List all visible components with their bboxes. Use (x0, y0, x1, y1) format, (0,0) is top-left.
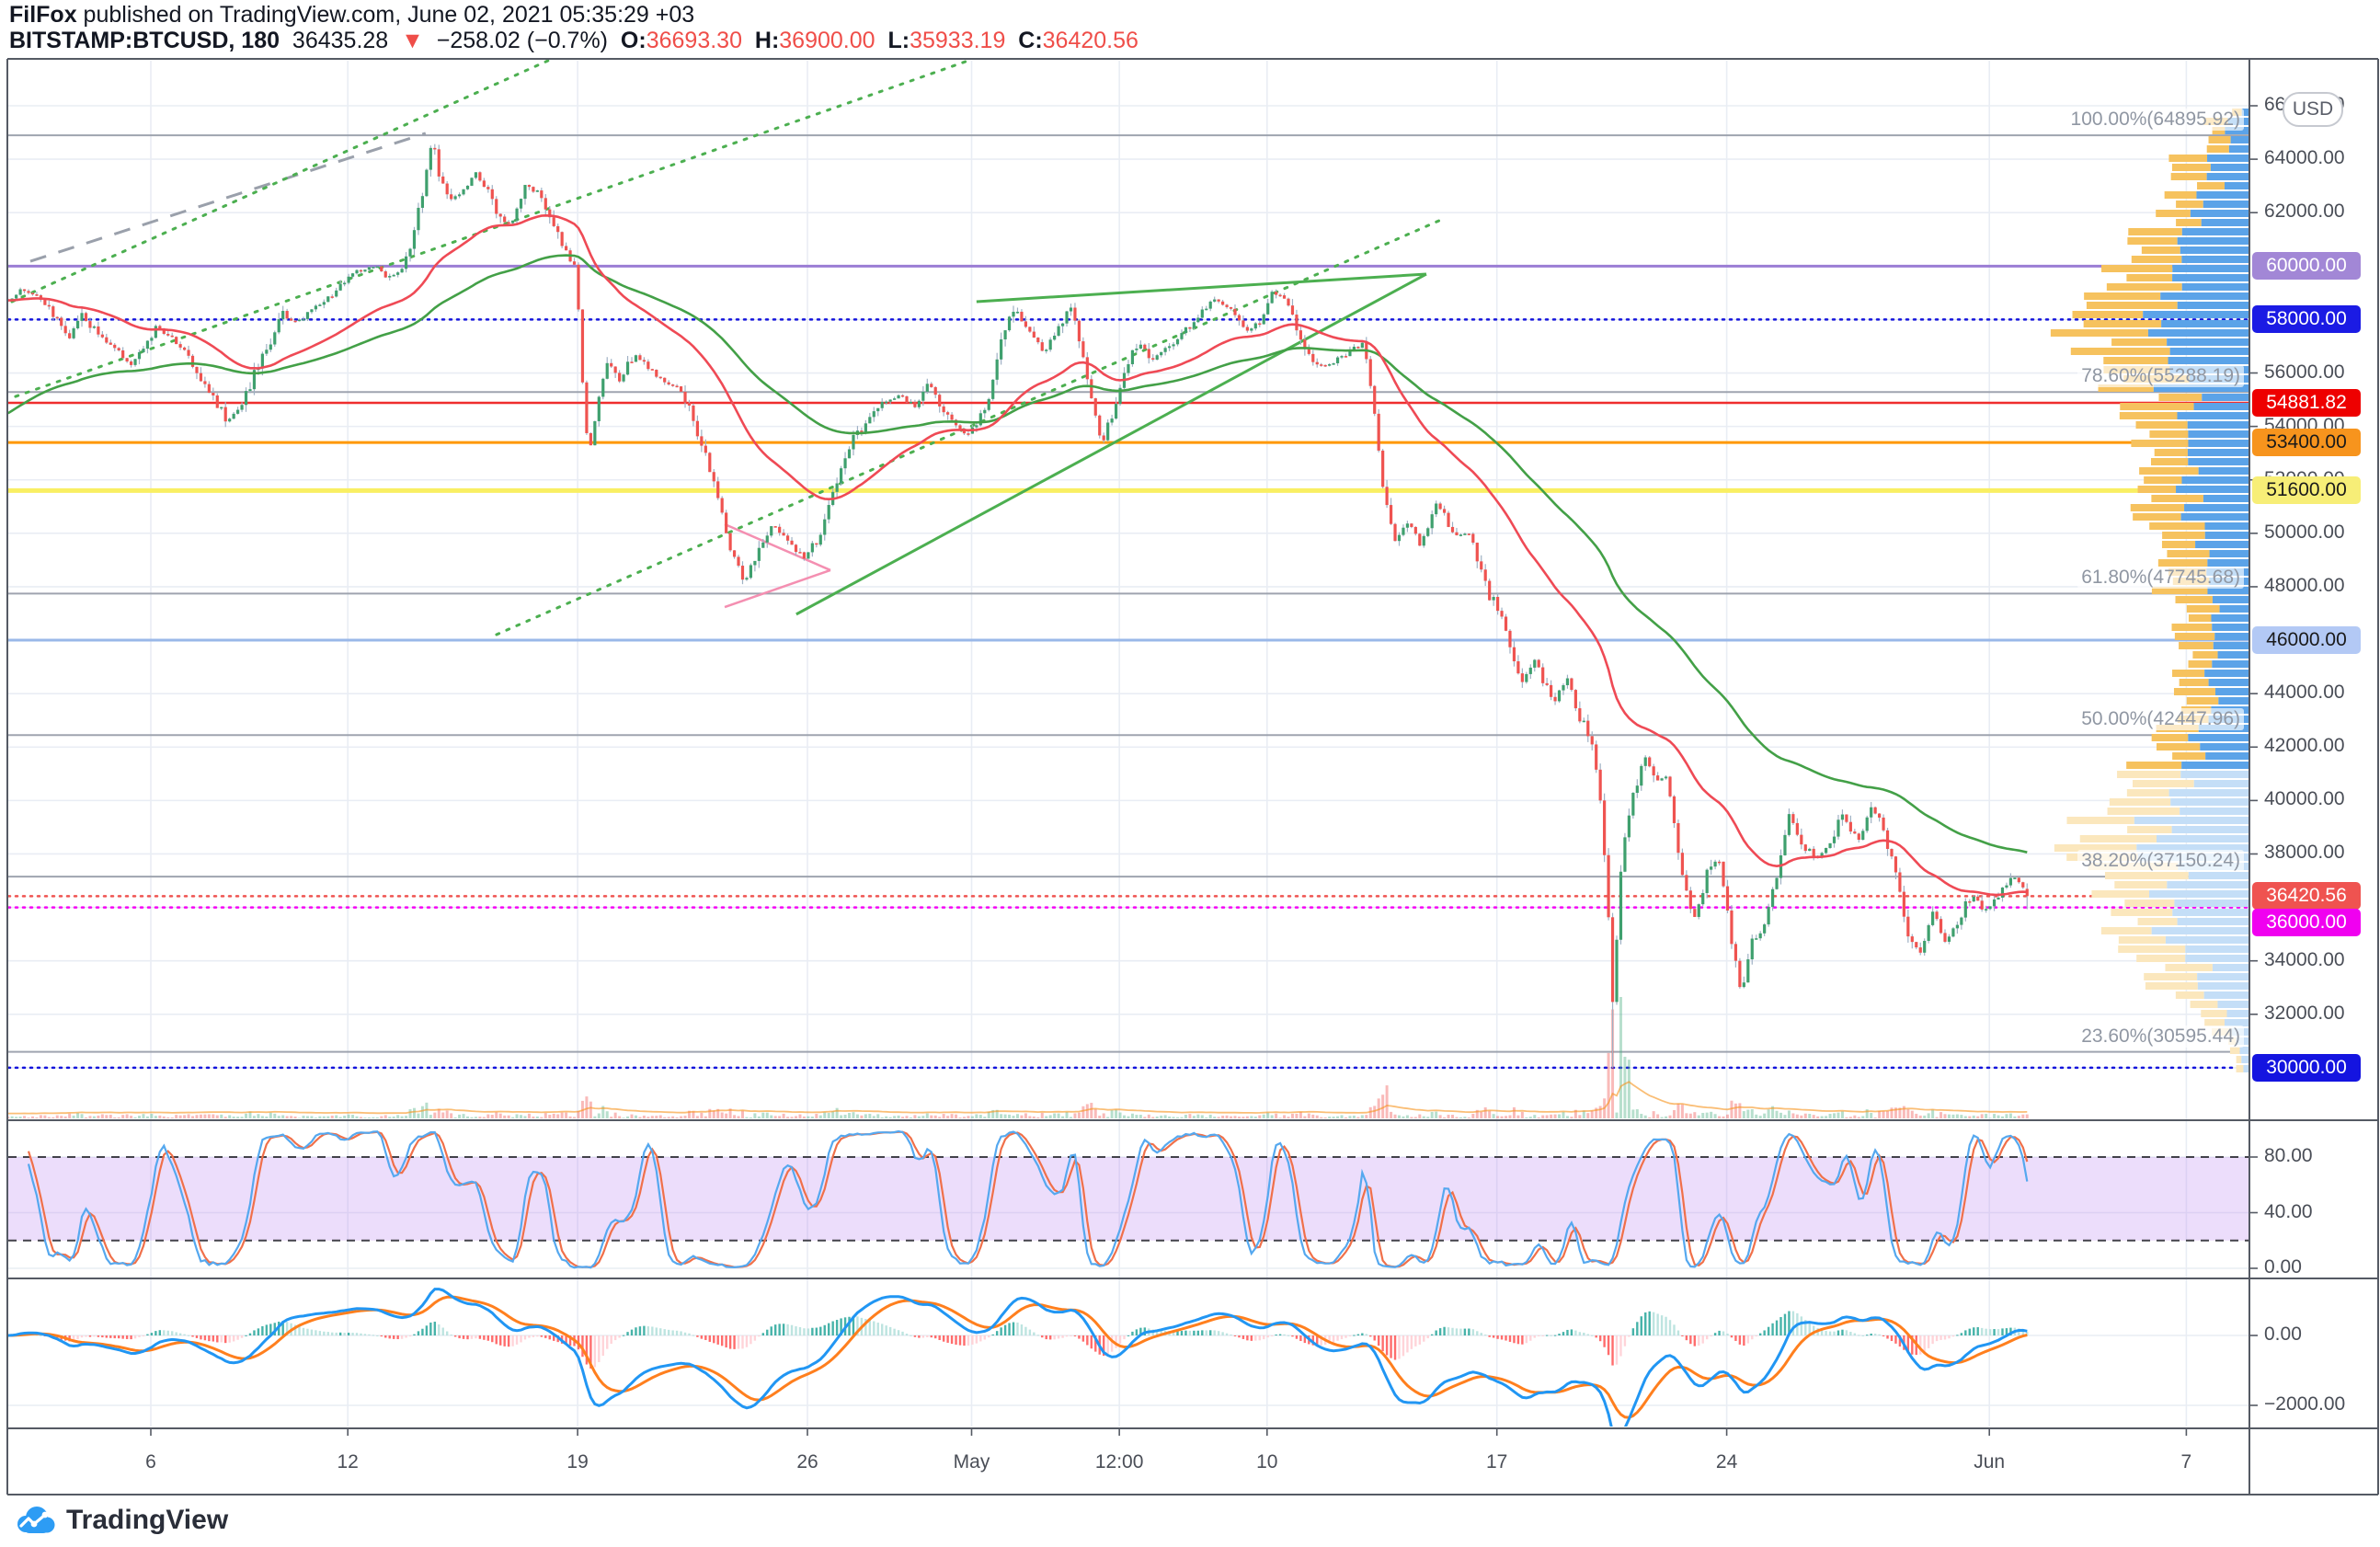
tradingview-attribution[interactable]: TradingView (13, 1505, 228, 1536)
open-value: 36693.30 (646, 28, 742, 53)
symbol-title: BITSTAMP:BTCUSD, 180 (9, 28, 280, 53)
down-arrow-icon: ▼ (401, 28, 424, 53)
chart-header: FilFox published on TradingView.com, Jun… (9, 2, 1139, 53)
author: FilFox (9, 2, 77, 28)
published-line: published on TradingView.com, June 02, 2… (76, 2, 695, 28)
high-value: 36900.00 (779, 28, 875, 53)
open-label: O: (620, 28, 646, 53)
high-label: H: (754, 28, 780, 53)
currency-toggle-button[interactable]: USD (2283, 92, 2343, 127)
price-change: −258.02 (−0.7%) (436, 28, 609, 53)
low-label: L: (887, 28, 910, 53)
low-value: 35933.19 (910, 28, 1006, 53)
tradingview-cloud-icon (17, 1507, 55, 1533)
last-price: 36435.28 (292, 28, 389, 53)
tradingview-logo-text: TradingView (66, 1505, 229, 1535)
close-value: 36420.56 (1042, 28, 1139, 53)
close-label: C: (1018, 28, 1043, 53)
